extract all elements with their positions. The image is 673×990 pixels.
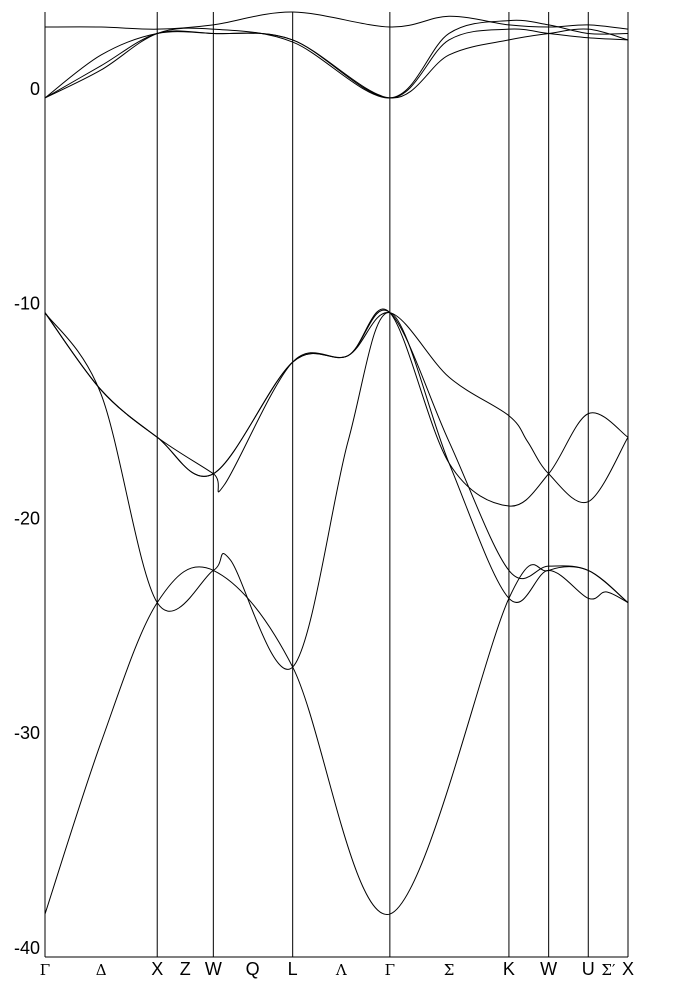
band-lines [44,11,629,915]
kpoint-label-0: Γ [40,961,50,979]
band-line-4 [44,312,629,504]
band-line-5 [44,308,629,507]
segment-label-1: Z [180,959,191,979]
band-line-3 [44,309,629,604]
band-line-7 [44,28,629,99]
y-tick-label: -20 [14,508,40,528]
kpoint-label-1: X [151,959,163,979]
kpoint-label-5: K [503,959,515,979]
band-line-6 [44,28,629,99]
segment-label-4: Σ [444,961,455,979]
y-tick-label: -10 [14,294,40,314]
y-tick-label: -30 [14,723,40,743]
kpoint-label-7: U [582,959,595,979]
x-axis: Γ X W L Γ K W U X Δ Z Q Λ Σ Σ′ [40,959,634,979]
segment-label-3: Λ [335,961,347,979]
kpoint-label-8: X [622,959,634,979]
segment-label-0: Δ [96,961,107,979]
y-axis: 0 -10 -20 -30 -40 [14,79,40,958]
band-line-1 [44,564,629,915]
band-line-9 [44,19,629,99]
segment-label-2: Q [246,959,260,979]
kpoint-label-6: W [540,959,557,979]
band-line-2 [44,312,629,670]
kpoint-label-4: Γ [385,961,395,979]
band-line-8 [44,11,629,30]
y-tick-label: 0 [30,79,40,99]
plot-frame [44,12,629,958]
kpoint-label-2: W [205,959,222,979]
y-tick-label: -40 [14,938,40,958]
segment-label-5: Σ′ [601,961,616,979]
kpoint-label-3: L [288,959,298,979]
